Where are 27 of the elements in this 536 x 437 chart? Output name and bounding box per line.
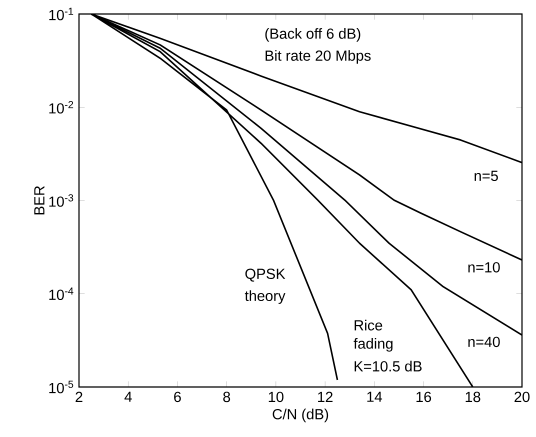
x-tick-label: 20 bbox=[514, 392, 530, 402]
y-tick-label: 10$^{-3}$ bbox=[49, 194, 74, 207]
annotation: Rice bbox=[354, 320, 382, 330]
annotation: (Back off 6 dB) bbox=[265, 28, 360, 42]
y-tick-label: 10$^{-1}$ bbox=[49, 8, 74, 20]
y-tick-label: 10$^{-5}$ bbox=[49, 380, 74, 394]
x-tick-label: 6 bbox=[174, 392, 181, 402]
annotation: Bit rate 20 Mbps bbox=[266, 50, 371, 64]
annotation: fading bbox=[354, 338, 392, 352]
x-axis-title: C/N (dB) bbox=[272, 408, 328, 422]
annotation: n=10 bbox=[468, 262, 500, 272]
x-tick-label: 2 bbox=[76, 392, 82, 402]
y-tick-label: 10$^{-4}$ bbox=[49, 288, 74, 300]
x-tick-label: 12 bbox=[318, 392, 333, 402]
x-tick-label: 14 bbox=[367, 392, 382, 402]
annotation: theory bbox=[244, 290, 286, 304]
x-tick-label: 4 bbox=[124, 392, 132, 402]
x-tick-label: 10 bbox=[268, 392, 284, 402]
y-tick-label: 10$^{-2}$ bbox=[49, 100, 74, 114]
x-tick-label: 8 bbox=[223, 392, 230, 402]
x-tick-label: 16 bbox=[416, 392, 432, 402]
annotation: K=10.5 dB bbox=[354, 360, 422, 372]
x-tick-label: 18 bbox=[466, 392, 480, 402]
y-axis-title: BER bbox=[34, 186, 44, 214]
annotation: n=40 bbox=[468, 336, 500, 348]
annotation: n=5 bbox=[474, 170, 498, 182]
annotation: QPSK bbox=[245, 268, 286, 282]
